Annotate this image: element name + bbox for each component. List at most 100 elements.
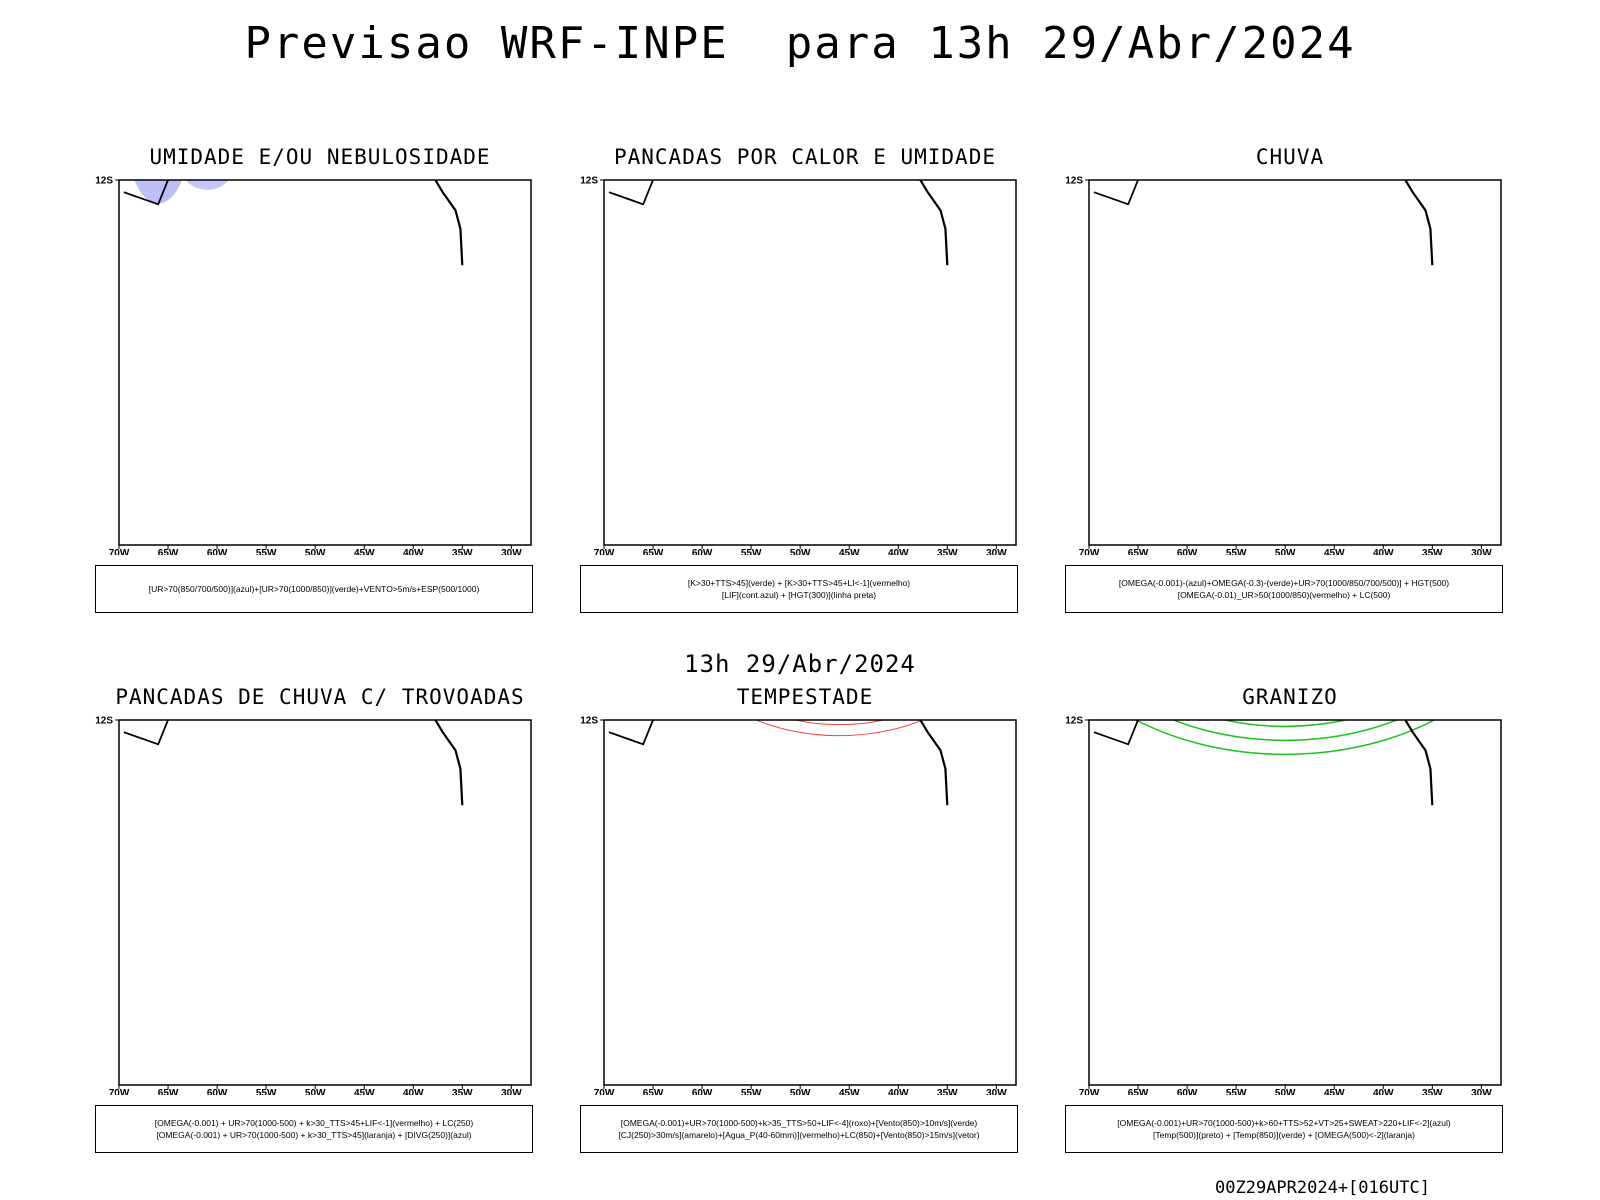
lon-label: 60W xyxy=(692,1088,713,1095)
red-water-contour xyxy=(792,720,886,726)
lon-label: 35W xyxy=(937,548,958,555)
lon-label: 55W xyxy=(1226,548,1247,555)
lon-label: 50W xyxy=(790,1088,811,1095)
country-border xyxy=(1093,180,1140,206)
map-frame xyxy=(1088,719,1502,1086)
lon-label: 65W xyxy=(1128,1088,1149,1095)
lon-label: 50W xyxy=(1275,1088,1296,1095)
map-svg: 1012101210161016101610121008100810121020… xyxy=(95,176,532,555)
lon-label: 50W xyxy=(305,1088,326,1095)
lon-label: 30W xyxy=(501,548,522,555)
page-title: Previsao WRF-INPE para 13h 29/Abr/2024 xyxy=(244,18,1356,69)
map-svg: 12S15S18S21S24S27S30S33S36S39S42S70W65W6… xyxy=(95,715,532,1095)
legend-line: [K>30+TTS>45](verde) + [K>30+TTS>45+LI<-… xyxy=(687,578,911,588)
map-content: -9-12-15-18151291815 xyxy=(1089,720,1501,1085)
lon-label: 30W xyxy=(986,548,1007,555)
lon-label: 45W xyxy=(1324,548,1345,555)
lon-label: 35W xyxy=(937,1088,958,1095)
lon-label: 35W xyxy=(1422,548,1443,555)
panel-title: PANCADAS POR CALOR E UMIDADE xyxy=(613,145,996,169)
humidity-area xyxy=(185,180,229,190)
lon-label: 70W xyxy=(109,548,130,555)
lon-label: 55W xyxy=(256,548,277,555)
legend-line: [LIF](cont.azul) + [HGT(300)](linha pret… xyxy=(721,590,877,600)
map-granizo: -9-12-15-1815129181512S15S18S21S24S27S30… xyxy=(1065,715,1505,1095)
panel-legend: [OMEGA(-0.001)-(azul)+OMEGA(-0.3)-(verde… xyxy=(1065,565,1503,613)
lon-label: 60W xyxy=(1177,548,1198,555)
lat-label: 12S xyxy=(95,176,113,187)
lon-label: 65W xyxy=(158,1088,179,1095)
lon-label: 70W xyxy=(1079,1088,1100,1095)
panel-trovoadas: PANCADAS DE CHUVA C/ TROVOADAS 12S15S18S… xyxy=(85,685,555,1155)
panel-umidade: UMIDADE E/OU NEBULOSIDADE 10121012101610… xyxy=(85,145,555,615)
lon-label: 55W xyxy=(741,1088,762,1095)
map-chuva: 588585582579576573570567564561558555552 1… xyxy=(1065,175,1505,555)
country-border xyxy=(123,720,170,746)
lon-label: 65W xyxy=(158,548,179,555)
lat-label: 12S xyxy=(580,176,598,187)
lon-label: 45W xyxy=(354,548,375,555)
panel-chuva: CHUVA 5885855825795765735705675645615585… xyxy=(1055,145,1525,615)
red-storm-area xyxy=(227,715,247,720)
lon-label: 60W xyxy=(692,548,713,555)
panel-tempestade: TEMPESTADE 40504012S15S18S21S24S27S30S33… xyxy=(570,685,1040,1155)
red-water-contour xyxy=(754,720,924,737)
map-content: 405040 xyxy=(604,720,1016,1085)
lon-label: 35W xyxy=(452,1088,473,1095)
map-content: 588585582579576573570567564561558555552 xyxy=(1089,175,1501,545)
country-border xyxy=(608,180,655,206)
legend-line: [OMEGA(-0.001)+UR>70(1000-500)+k>60+TTS>… xyxy=(1117,1118,1451,1128)
lon-label: 65W xyxy=(1128,548,1149,555)
map-frame xyxy=(603,179,1017,546)
lon-label: 60W xyxy=(1177,1088,1198,1095)
panel-legend: [OMEGA(-0.001) + UR>70(1000-500) + k>30_… xyxy=(95,1105,533,1153)
lon-label: 70W xyxy=(1079,548,1100,555)
lon-label: 70W xyxy=(594,1088,615,1095)
map-svg: 588585582579576573570567564561558555552 1… xyxy=(1065,175,1502,555)
lon-label: 45W xyxy=(354,1088,375,1095)
lon-label: 40W xyxy=(1373,548,1394,555)
red-storm-area xyxy=(130,715,186,718)
map-svg: 40504012S15S18S21S24S27S30S33S36S39S42S7… xyxy=(580,716,1017,1095)
lon-label: 40W xyxy=(403,1088,424,1095)
lon-label: 50W xyxy=(790,548,811,555)
map-frame xyxy=(603,719,1017,1086)
map-content xyxy=(119,715,531,1085)
temp850-contour xyxy=(1171,720,1399,742)
lon-label: 40W xyxy=(888,1088,909,1095)
panel-title: GRANIZO xyxy=(1242,685,1338,709)
country-border xyxy=(1093,720,1140,746)
lon-label: 30W xyxy=(501,1088,522,1095)
panel-legend: [OMEGA(-0.001)+UR>70(1000-500)+k>60+TTS>… xyxy=(1065,1105,1503,1153)
country-border xyxy=(123,180,170,206)
lon-label: 70W xyxy=(594,548,615,555)
streamline-circle xyxy=(226,715,286,718)
lon-label: 45W xyxy=(839,1088,860,1095)
lon-label: 65W xyxy=(643,548,664,555)
legend-line: [OMEGA(-0.001) + UR>70(1000-500) + k>30_… xyxy=(154,1118,474,1128)
legend-line: [CJ(250)>30m/s](amarelo)+[Agua_P(40-60mm… xyxy=(618,1130,980,1140)
map-tempestade: 40504012S15S18S21S24S27S30S33S36S39S42S7… xyxy=(580,715,1020,1095)
lon-label: 30W xyxy=(1471,1088,1492,1095)
legend-line: [Temp(500)](preto) + [Temp(850)](verde) … xyxy=(1153,1130,1415,1140)
lon-label: 65W xyxy=(643,1088,664,1095)
panel-title: UMIDADE E/OU NEBULOSIDADE xyxy=(149,145,491,169)
panel-title: TEMPESTADE xyxy=(736,685,874,709)
map-content: 1012101210161016101610121008100810121020… xyxy=(119,180,531,545)
legend-line: [OMEGA(-0.001) + UR>70(1000-500) + k>30_… xyxy=(156,1130,472,1140)
lon-label: 45W xyxy=(839,548,860,555)
lon-label: 55W xyxy=(256,1088,277,1095)
map-frame xyxy=(118,719,532,1086)
lon-label: 50W xyxy=(1275,548,1296,555)
lon-label: 60W xyxy=(207,1088,228,1095)
temp850-contour xyxy=(1221,720,1349,728)
lon-label: 45W xyxy=(1324,1088,1345,1095)
lon-label: 70W xyxy=(109,1088,130,1095)
blue-omega-area xyxy=(1110,175,1146,178)
lon-label: 50W xyxy=(305,548,326,555)
lon-label: 40W xyxy=(403,548,424,555)
panel-granizo: GRANIZO -9-12-15-1815129181512S15S18S21S… xyxy=(1055,685,1525,1155)
page-subtitle: 13h 29/Abr/2024 xyxy=(684,650,916,678)
panel-title: CHUVA xyxy=(1255,145,1325,169)
map-frame xyxy=(1088,179,1502,546)
